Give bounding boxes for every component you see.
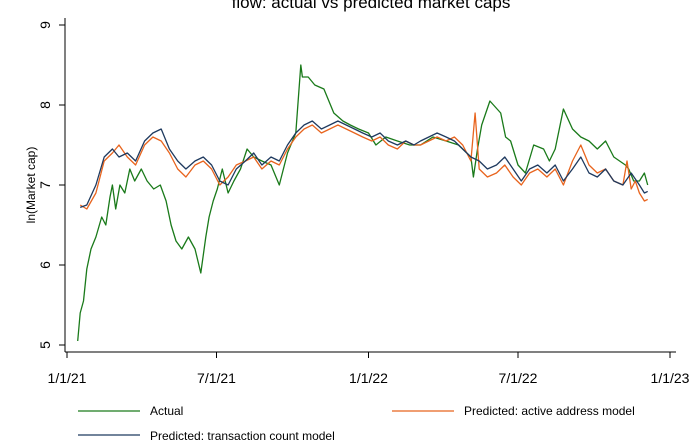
y-tick-label: 8 — [37, 101, 53, 109]
x-tick-label: 1/1/22 — [349, 370, 388, 386]
y-tick-label: 9 — [37, 21, 53, 29]
legend-label-actual: Actual — [150, 404, 183, 418]
plot-frame — [64, 18, 676, 353]
x-tick-label: 1/1/21 — [48, 370, 87, 386]
legend-label-active-address: Predicted: active address model — [464, 404, 635, 418]
y-axis-label: ln(Market cap) — [24, 147, 38, 224]
x-axis-ticks: 1/1/21 7/1/21 1/1/22 7/1/22 1/1/23 — [48, 352, 690, 386]
y-tick-label: 6 — [37, 261, 53, 269]
y-axis-ticks: 5 6 7 8 9 — [37, 21, 65, 349]
series-line-actual — [77, 64, 649, 342]
chart-title: flow: actual vs predicted market caps — [232, 0, 511, 12]
series-line-transaction-count — [79, 120, 648, 209]
legend-label-transaction-count: Predicted: transaction count model — [150, 429, 335, 443]
series-line-active-address — [79, 112, 648, 210]
x-tick-label: 7/1/21 — [197, 370, 236, 386]
y-tick-label: 5 — [37, 341, 53, 349]
x-tick-label: 1/1/23 — [651, 370, 690, 386]
y-tick-label: 7 — [37, 181, 53, 189]
series-lines — [77, 64, 649, 342]
legend: Actual Predicted: active address model P… — [78, 404, 635, 443]
x-tick-label: 7/1/22 — [499, 370, 538, 386]
